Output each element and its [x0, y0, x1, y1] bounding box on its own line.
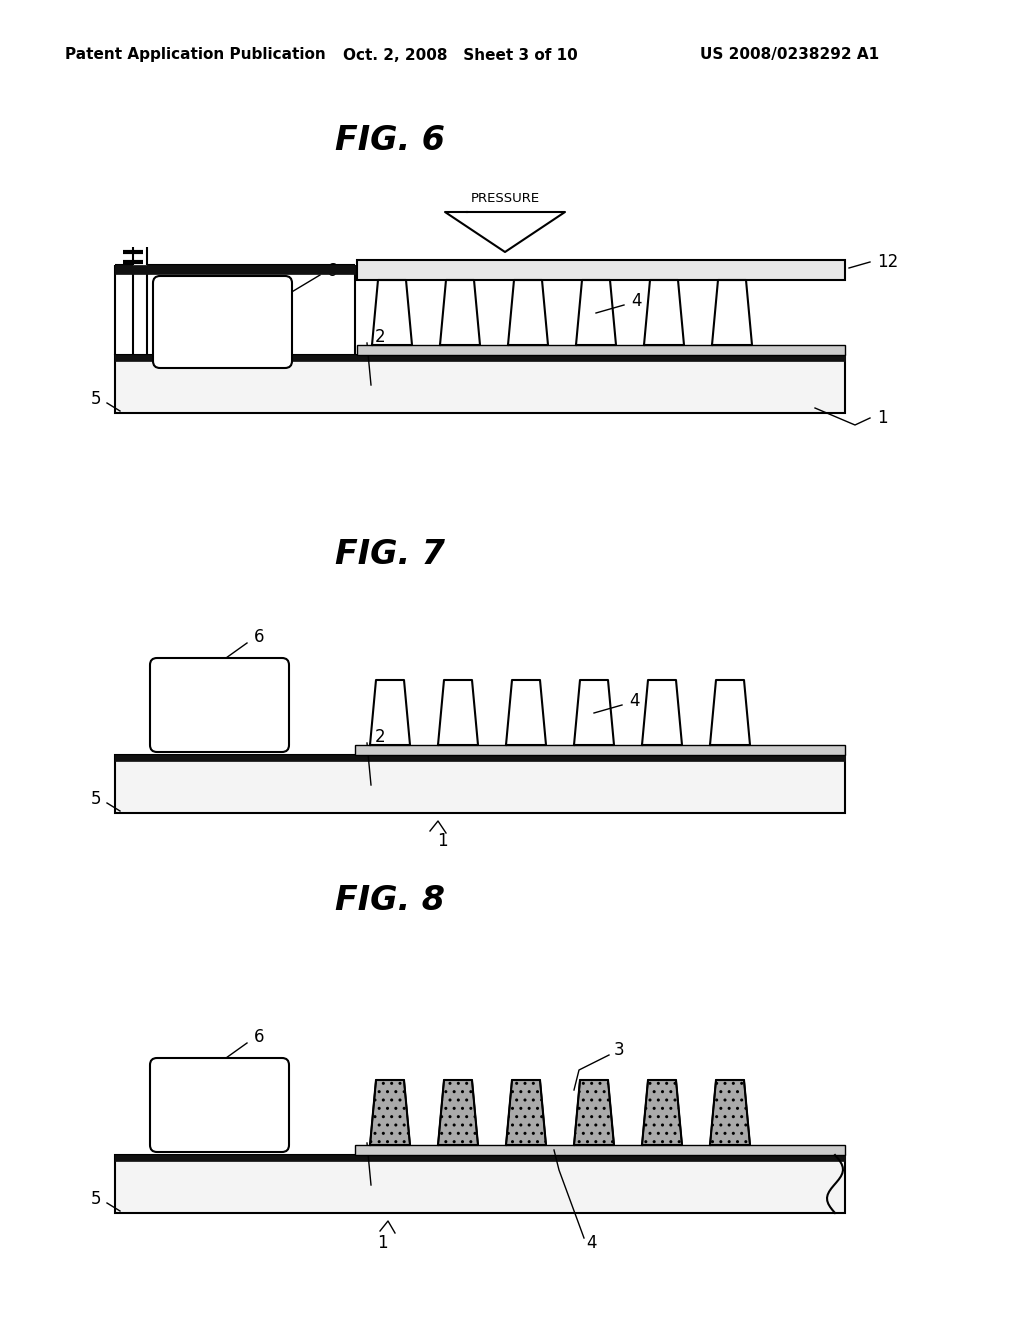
- Bar: [115, 755, 845, 813]
- Text: 6: 6: [327, 261, 338, 280]
- Bar: [115, 1155, 845, 1213]
- Text: PRESSURE: PRESSURE: [470, 191, 540, 205]
- Text: 12: 12: [877, 253, 898, 271]
- Bar: [115, 265, 355, 275]
- Text: 2: 2: [375, 729, 386, 746]
- Polygon shape: [574, 1080, 614, 1144]
- FancyBboxPatch shape: [150, 657, 289, 752]
- Text: US 2008/0238292 A1: US 2008/0238292 A1: [700, 48, 880, 62]
- Polygon shape: [642, 1080, 682, 1144]
- Text: 4: 4: [631, 292, 641, 310]
- Polygon shape: [445, 213, 565, 252]
- Bar: [115, 1155, 845, 1162]
- Text: 5: 5: [90, 1191, 101, 1208]
- Text: 2: 2: [375, 327, 386, 346]
- Text: 4: 4: [586, 1234, 597, 1251]
- Bar: [357, 345, 845, 355]
- Bar: [357, 260, 845, 280]
- Text: 1: 1: [877, 409, 888, 426]
- Text: 2: 2: [375, 1129, 386, 1146]
- Polygon shape: [370, 1080, 410, 1144]
- Text: FIG. 6: FIG. 6: [335, 124, 445, 157]
- Text: 1: 1: [436, 832, 447, 850]
- Text: FIG. 8: FIG. 8: [335, 883, 445, 916]
- Polygon shape: [710, 1080, 750, 1144]
- Polygon shape: [506, 1080, 546, 1144]
- Text: Oct. 2, 2008   Sheet 3 of 10: Oct. 2, 2008 Sheet 3 of 10: [343, 48, 578, 62]
- Text: 5: 5: [90, 389, 101, 408]
- Text: FIG. 7: FIG. 7: [335, 539, 445, 572]
- Polygon shape: [438, 1080, 478, 1144]
- FancyBboxPatch shape: [153, 276, 292, 368]
- FancyBboxPatch shape: [150, 1059, 289, 1152]
- Text: 5: 5: [90, 789, 101, 808]
- Text: 3: 3: [614, 1041, 625, 1059]
- Bar: [115, 755, 845, 762]
- Bar: [115, 355, 845, 413]
- Text: 6: 6: [254, 1028, 264, 1045]
- Text: 6: 6: [254, 628, 264, 645]
- Text: 4: 4: [629, 692, 640, 710]
- Text: 1: 1: [377, 1234, 387, 1251]
- Bar: [355, 744, 845, 755]
- Text: Patent Application Publication: Patent Application Publication: [65, 48, 326, 62]
- Bar: [355, 1144, 845, 1155]
- Bar: [115, 355, 845, 360]
